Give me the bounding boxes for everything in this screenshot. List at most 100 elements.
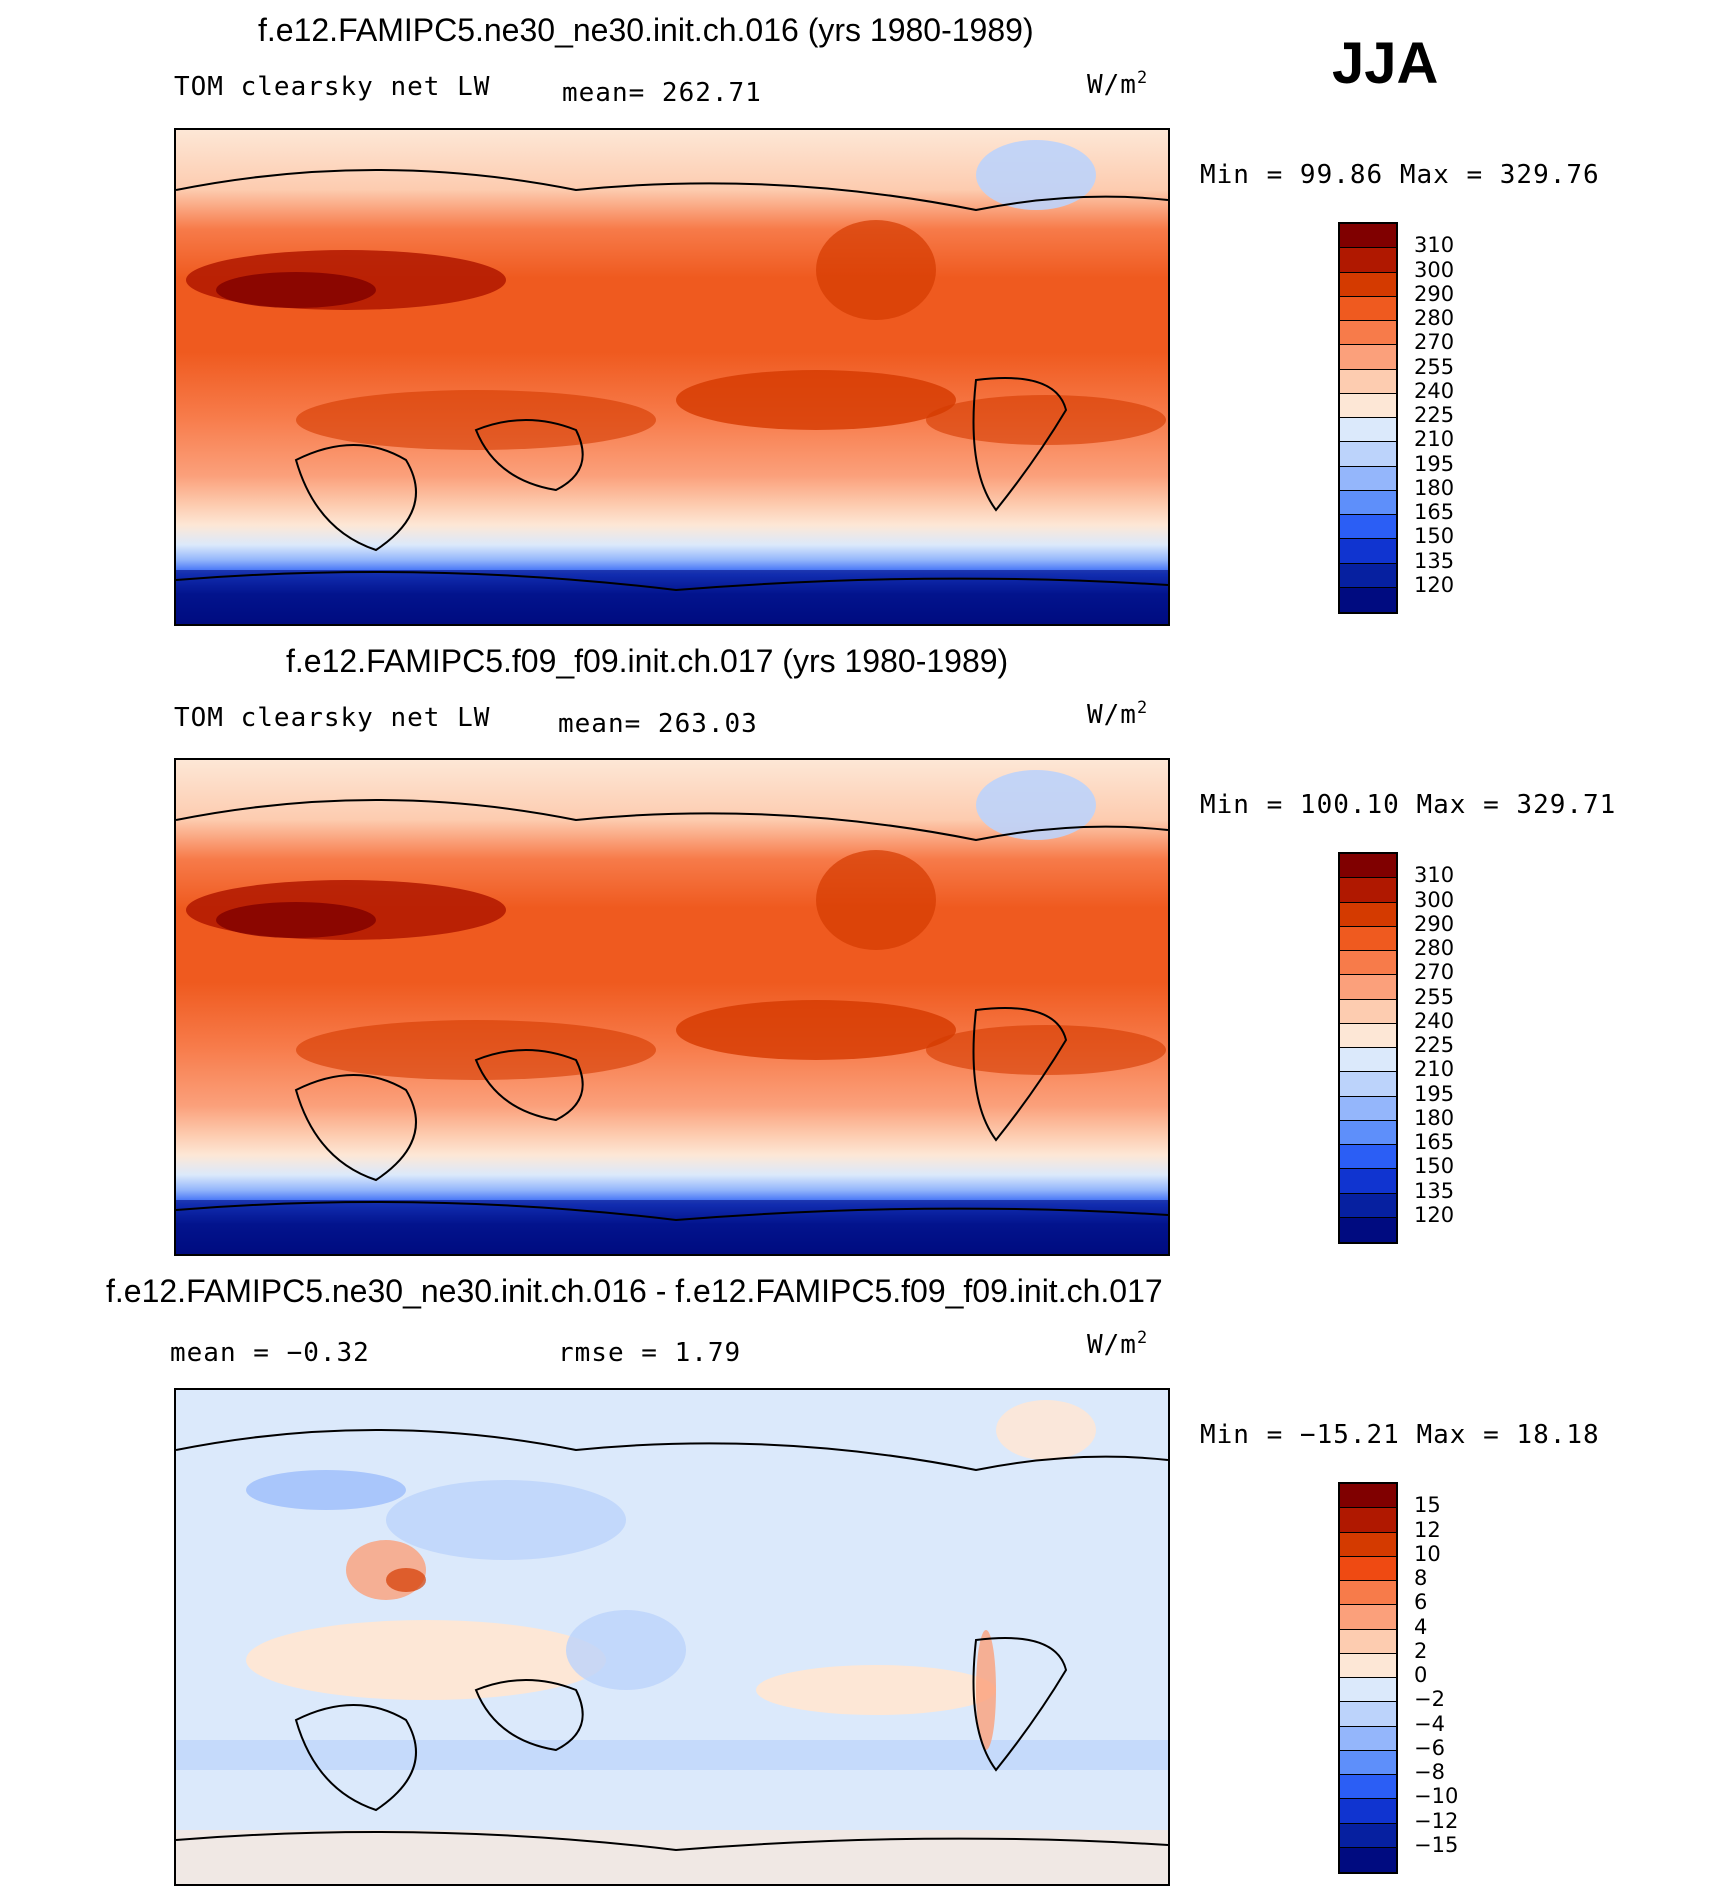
colorbar-tick-label: 310 <box>1414 233 1455 258</box>
colorbar-segment <box>1340 951 1396 976</box>
colorbar-segment <box>1340 345 1396 370</box>
colorbar-tick-label: 210 <box>1414 1057 1455 1082</box>
colorbar-segment <box>1340 272 1396 297</box>
colorbar-segment <box>1340 539 1396 564</box>
colorbar-tick-label: 120 <box>1414 1202 1455 1227</box>
colorbar-tick-label: 0 <box>1414 1663 1428 1687</box>
colorbar-tick-label: 10 <box>1414 1541 1441 1566</box>
colorbar-segment <box>1340 1193 1396 1218</box>
colorbar-tick-label: 210 <box>1414 427 1455 452</box>
colorbar-segment <box>1340 1702 1396 1727</box>
colorbar-tick-label: 280 <box>1414 936 1455 960</box>
colorbar-tick-label: 150 <box>1414 1154 1455 1179</box>
colorbar-tick-label: 8 <box>1414 1566 1428 1590</box>
colorbar-segment <box>1340 1484 1396 1509</box>
panel1-field <box>176 130 1168 624</box>
colorbar-segment <box>1340 1556 1396 1581</box>
colorbar-segment <box>1340 563 1396 588</box>
colorbar-segment <box>1340 1072 1396 1097</box>
colorbar-tick-label: 150 <box>1414 524 1455 549</box>
colorbar-segment <box>1340 1169 1396 1194</box>
colorbar-tick-label: −6 <box>1414 1735 1445 1760</box>
colorbar-segment <box>1340 466 1396 491</box>
colorbar-tick-label: 290 <box>1414 281 1455 306</box>
panel2-variable: TOM clearsky net LW <box>174 703 491 733</box>
colorbar-segment <box>1340 418 1396 443</box>
panel1-colorbar <box>1338 222 1398 614</box>
panel1-map <box>174 128 1170 626</box>
colorbar-tick-label: 180 <box>1414 1105 1455 1130</box>
panel3-colorbar <box>1338 1482 1398 1874</box>
colorbar-segment <box>1340 1653 1396 1678</box>
colorbar-tick-label: −4 <box>1414 1711 1445 1736</box>
panel3-rmse: rmse = 1.79 <box>558 1338 742 1368</box>
season-label: JJA <box>1332 31 1439 96</box>
colorbar-tick-label: 135 <box>1414 548 1455 573</box>
colorbar-segment <box>1340 224 1396 249</box>
colorbar-segment <box>1340 442 1396 467</box>
colorbar-segment <box>1340 1775 1396 1800</box>
colorbar-segment <box>1340 1048 1396 1073</box>
colorbar-tick-label: 240 <box>1414 378 1455 403</box>
panel1-title: f.e12.FAMIPC5.ne30_ne30.init.ch.016 (yrs… <box>258 12 1034 48</box>
colorbar-tick-label: 165 <box>1414 1130 1455 1154</box>
panel2-units: W/m2 <box>1087 696 1149 730</box>
panel1-units: W/m2 <box>1087 66 1149 100</box>
colorbar-tick-label: 12 <box>1414 1517 1441 1542</box>
colorbar-tick-label: 2 <box>1414 1638 1428 1663</box>
colorbar-segment <box>1340 1678 1396 1703</box>
colorbar-tick-label: 270 <box>1414 330 1455 355</box>
colorbar-tick-label: 4 <box>1414 1614 1428 1639</box>
colorbar-tick-label: 195 <box>1414 451 1455 476</box>
colorbar-tick-label: 15 <box>1414 1493 1441 1518</box>
colorbar-tick-label: 255 <box>1414 354 1455 379</box>
panel1-minmax: Min = 99.86 Max = 329.76 <box>1200 160 1600 190</box>
panel3-minmax: Min = −15.21 Max = 18.18 <box>1200 1420 1600 1450</box>
colorbar-segment <box>1340 1750 1396 1775</box>
colorbar-segment <box>1340 1023 1396 1048</box>
colorbar-segment <box>1340 515 1396 540</box>
colorbar-segment <box>1340 1726 1396 1751</box>
panel1-mean: mean= 262.71 <box>562 78 762 108</box>
colorbar-tick-label: 300 <box>1414 887 1455 912</box>
panel2-title: f.e12.FAMIPC5.f09_f09.init.ch.017 (yrs 1… <box>286 643 1009 679</box>
panel3-units: W/m2 <box>1087 1326 1149 1360</box>
colorbar-tick-label: 180 <box>1414 475 1455 500</box>
colorbar-tick-label: −12 <box>1414 1808 1459 1833</box>
panel1-variable: TOM clearsky net LW <box>174 72 491 102</box>
colorbar-segment <box>1340 321 1396 346</box>
panel2-map <box>174 758 1170 1256</box>
colorbar-tick-label: 135 <box>1414 1178 1455 1203</box>
colorbar-segment <box>1340 1629 1396 1654</box>
panel3-mean: mean = −0.32 <box>170 1338 370 1368</box>
colorbar-segment <box>1340 1581 1396 1606</box>
panel3-title: f.e12.FAMIPC5.ne30_ne30.init.ch.016 - f.… <box>106 1273 1163 1309</box>
colorbar-segment <box>1340 975 1396 1000</box>
colorbar-tick-label: 165 <box>1414 500 1455 524</box>
panel3-map <box>174 1388 1170 1886</box>
colorbar-tick-label: 6 <box>1414 1590 1428 1615</box>
colorbar-segment <box>1340 854 1396 879</box>
colorbar-tick-label: 225 <box>1414 403 1455 427</box>
panel2-colorbar <box>1338 852 1398 1244</box>
colorbar-segment <box>1340 1532 1396 1557</box>
colorbar-segment <box>1340 902 1396 927</box>
colorbar-tick-label: 240 <box>1414 1008 1455 1033</box>
panel2-minmax: Min = 100.10 Max = 329.71 <box>1200 790 1617 820</box>
colorbar-tick-label: −8 <box>1414 1760 1445 1784</box>
colorbar-segment <box>1340 999 1396 1024</box>
colorbar-segment <box>1340 587 1396 612</box>
panel2-field <box>176 760 1168 1254</box>
colorbar-segment <box>1340 369 1396 394</box>
colorbar-segment <box>1340 1508 1396 1533</box>
panel2-mean: mean= 263.03 <box>558 709 758 739</box>
colorbar-tick-label: −2 <box>1414 1687 1445 1712</box>
colorbar-segment <box>1340 1823 1396 1848</box>
colorbar-tick-label: −15 <box>1414 1832 1459 1857</box>
colorbar-segment <box>1340 490 1396 515</box>
colorbar-segment <box>1340 878 1396 903</box>
colorbar-segment <box>1340 1605 1396 1630</box>
colorbar-tick-label: 280 <box>1414 306 1455 330</box>
colorbar-segment <box>1340 1217 1396 1242</box>
colorbar-tick-label: 120 <box>1414 572 1455 597</box>
